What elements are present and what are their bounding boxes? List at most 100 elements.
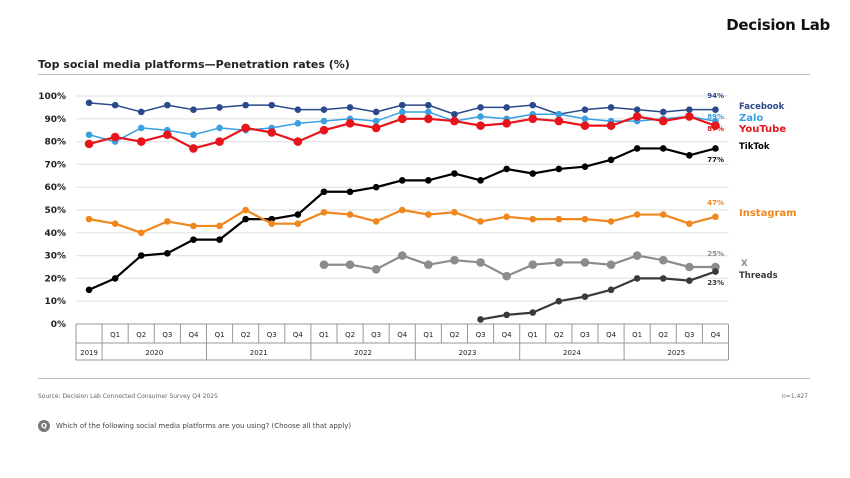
data-point-youtube	[136, 137, 146, 146]
data-point-youtube	[267, 128, 277, 137]
data-point-zalo	[294, 120, 302, 127]
x-tick-label: Q4	[710, 331, 721, 339]
x-tick-label: Q3	[580, 331, 590, 339]
data-point-zalo	[372, 117, 380, 125]
legend-label-facebook: Facebook	[739, 102, 785, 112]
data-point-facebook	[294, 106, 302, 113]
x-tick-label: Q1	[110, 331, 120, 339]
data-point-youtube	[84, 139, 94, 149]
data-point-facebook	[346, 104, 354, 111]
series-line-instagram	[88, 208, 716, 234]
year-label: 2025	[667, 349, 685, 357]
data-point-zalo	[216, 124, 223, 132]
data-point-x	[606, 260, 616, 270]
data-point-instagram	[242, 206, 249, 214]
data-point-youtube	[606, 121, 616, 130]
year-label: 2023	[459, 349, 477, 357]
brand-logo: Decision Lab	[726, 16, 830, 34]
data-point-tiktok	[712, 145, 719, 152]
data-point-x	[632, 251, 642, 260]
data-point-instagram	[85, 215, 93, 223]
y-tick-label: 80%	[44, 138, 66, 148]
data-point-threads	[477, 316, 484, 323]
legend-label-x: X	[741, 259, 748, 269]
x-tick-label: Q3	[476, 331, 486, 339]
year-label: 2022	[354, 349, 372, 357]
data-point-x	[528, 260, 538, 270]
data-point-instagram	[320, 208, 328, 216]
divider	[38, 378, 810, 379]
legend-label-instagram: Instagram	[739, 208, 797, 219]
data-point-facebook	[503, 104, 510, 111]
data-point-x	[424, 260, 433, 270]
data-point-x	[345, 260, 355, 270]
chart-title: Top social media platforms—Penetration r…	[38, 58, 350, 71]
end-value-label: 89%	[707, 113, 724, 121]
data-point-instagram	[712, 213, 719, 221]
data-point-tiktok	[398, 177, 406, 184]
data-point-zalo	[477, 113, 484, 120]
x-tick-label: Q1	[215, 331, 225, 339]
data-point-facebook	[164, 101, 171, 109]
data-point-tiktok	[607, 156, 615, 164]
data-point-x	[580, 258, 590, 267]
data-point-x	[450, 255, 459, 265]
year-label: 2024	[563, 349, 581, 357]
y-tick-label: 40%	[44, 229, 66, 239]
source-note: Source: Decision Lab Connected Consumer …	[38, 393, 218, 400]
x-tick-label: Q1	[319, 331, 329, 339]
data-point-zalo	[137, 124, 145, 132]
data-point-instagram	[190, 222, 197, 230]
data-point-threads	[686, 277, 693, 284]
data-point-x	[685, 262, 694, 272]
x-tick-label: Q1	[528, 331, 538, 339]
data-point-x	[371, 264, 381, 274]
data-point-youtube	[424, 114, 433, 124]
data-point-facebook	[686, 106, 693, 113]
data-point-youtube	[293, 137, 303, 146]
legend-label-zalo: Zalo	[739, 113, 763, 124]
data-point-zalo	[320, 117, 328, 125]
data-point-x	[554, 258, 564, 267]
y-tick-label: 10%	[44, 297, 66, 307]
question-icon: Q	[38, 420, 50, 432]
data-point-threads	[607, 286, 615, 294]
data-point-tiktok	[85, 286, 93, 294]
x-tick-label: Q1	[423, 331, 433, 339]
question-text: Which of the following social media plat…	[56, 422, 352, 430]
data-point-youtube	[658, 116, 668, 126]
data-point-facebook	[216, 104, 223, 111]
data-point-tiktok	[164, 250, 171, 257]
data-point-youtube	[241, 123, 250, 133]
data-point-facebook	[111, 101, 119, 109]
data-point-zalo	[85, 131, 93, 139]
end-value-label: 77%	[707, 156, 724, 164]
data-point-youtube	[632, 112, 642, 121]
question-note: Q Which of the following social media pl…	[38, 420, 351, 432]
y-tick-label: 20%	[44, 274, 66, 284]
data-point-facebook	[659, 108, 667, 116]
data-point-x	[502, 271, 511, 281]
data-point-tiktok	[529, 170, 537, 177]
data-point-tiktok	[242, 215, 249, 223]
data-point-facebook	[633, 106, 641, 113]
data-point-tiktok	[294, 211, 302, 218]
legend-label-threads: Threads	[739, 271, 778, 281]
divider	[38, 74, 810, 75]
data-point-zalo	[190, 131, 197, 139]
data-point-tiktok	[111, 275, 119, 282]
y-tick-label: 50%	[44, 206, 66, 216]
x-tick-label: Q2	[136, 331, 146, 339]
legend-label-youtube: YouTube	[738, 124, 786, 135]
data-point-facebook	[712, 106, 719, 113]
data-point-tiktok	[137, 252, 145, 259]
data-point-youtube	[685, 112, 694, 121]
x-tick-label: Q2	[449, 331, 459, 339]
data-point-youtube	[319, 125, 329, 135]
sample-size: n=1,427	[781, 393, 808, 400]
data-point-instagram	[294, 220, 302, 227]
data-point-x	[397, 251, 407, 260]
data-point-facebook	[242, 101, 249, 109]
data-point-instagram	[372, 218, 380, 225]
